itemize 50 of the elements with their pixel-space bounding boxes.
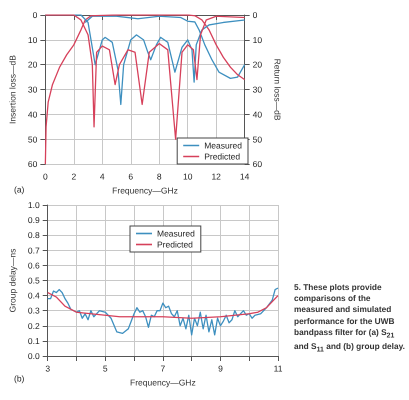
x-axis-title: Frequency—GHz bbox=[112, 186, 178, 196]
y-tick-label: 0.9 bbox=[28, 215, 40, 226]
y-tick-label: 0.3 bbox=[28, 306, 40, 316]
x-axis-title: Frequency—GHz bbox=[130, 377, 196, 388]
y2-tick-label: 10 bbox=[252, 34, 262, 45]
text: (a) bbox=[14, 184, 25, 194]
y-tick-label: 0.0 bbox=[28, 351, 40, 361]
y-tick-label: 30 bbox=[28, 84, 38, 95]
y-tick-label: 60 bbox=[28, 159, 38, 170]
x-tick-label: 5 bbox=[102, 364, 108, 374]
y2-tick-label: 60 bbox=[252, 159, 262, 170]
x-tick-label: 9 bbox=[218, 364, 224, 374]
y2-tick-label: 50 bbox=[252, 134, 262, 144]
y-tick-label: 10 bbox=[28, 34, 38, 45]
x-tick-label: 8 bbox=[156, 172, 162, 182]
legend-label: Measured bbox=[204, 140, 242, 150]
y-axis-title: Group delay—ns bbox=[8, 248, 18, 312]
y-tick-label: 1.0 bbox=[28, 200, 40, 210]
y-tick-label: 50 bbox=[28, 134, 38, 144]
y-tick-label: 0.2 bbox=[28, 320, 40, 331]
y-tick-label: 0.4 bbox=[28, 290, 40, 301]
y2-axis-title: Return loss—dB bbox=[272, 58, 282, 121]
y2-tick-label: 20 bbox=[252, 60, 262, 70]
y-tick-label: 0 bbox=[32, 10, 38, 20]
legend-label: Measured bbox=[157, 228, 196, 238]
y-tick-label: 0.5 bbox=[28, 276, 40, 286]
x-tick-label: 3 bbox=[45, 364, 50, 374]
x-tick-label: 10 bbox=[182, 172, 193, 182]
y2-tick-label: 0 bbox=[252, 10, 258, 20]
x-tick-label: 6 bbox=[128, 172, 134, 182]
text: (b) bbox=[14, 374, 25, 384]
x-tick-label: 14 bbox=[240, 172, 250, 182]
y-tick-label: 0.6 bbox=[28, 260, 40, 270]
legend-label: Predicted bbox=[204, 152, 240, 162]
text: 5. These plots provide comparisons of the measured and simulated performance for the UWB bandpass filter for (a) S$_{21}$ and S$_{11}$ and (b) group delay. bbox=[294, 282, 405, 354]
y-tick-label: 40 bbox=[28, 109, 38, 120]
legend-label: Predicted bbox=[157, 240, 194, 250]
y2-tick-label: 30 bbox=[252, 84, 262, 95]
y-axis-title: Insertion loss—dB bbox=[8, 54, 18, 124]
x-tick-label: 0 bbox=[42, 172, 48, 182]
y2-tick-label: 40 bbox=[252, 109, 262, 120]
x-tick-label: 11 bbox=[274, 364, 283, 374]
y-tick-label: 0.1 bbox=[28, 336, 40, 346]
x-tick-label: 2 bbox=[71, 172, 76, 182]
x-tick-label: 12 bbox=[211, 172, 222, 182]
y-tick-label: 0.8 bbox=[28, 230, 40, 240]
y-tick-label: 0.7 bbox=[28, 245, 40, 256]
x-tick-label: 7 bbox=[160, 364, 166, 374]
y-tick-label: 20 bbox=[28, 60, 38, 70]
x-tick-label: 4 bbox=[100, 172, 105, 182]
